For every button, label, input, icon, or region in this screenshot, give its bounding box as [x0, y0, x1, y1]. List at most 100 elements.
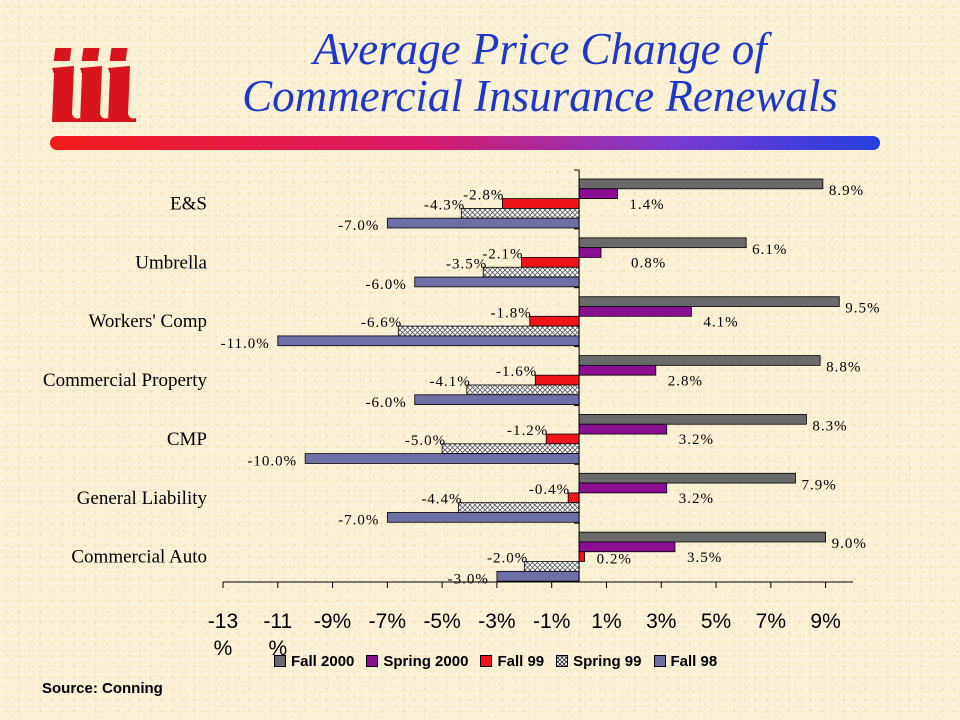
legend-item: Fall 2000	[274, 653, 354, 670]
bar-fall-98	[414, 276, 580, 288]
category-label: Commercial Property	[43, 370, 208, 391]
bar-fall-99	[529, 315, 580, 327]
bar-fall-99	[545, 433, 580, 445]
legend-label: Spring 99	[573, 652, 642, 670]
data-label: -1.2%	[507, 423, 548, 439]
bar-spring-2000	[578, 247, 602, 258]
x-tick-label: -1%	[533, 610, 570, 633]
data-label: 0.8%	[631, 256, 666, 272]
bar-spring-99	[458, 502, 580, 513]
data-label: -7.0%	[338, 218, 379, 234]
x-tick-label: -3%	[478, 610, 515, 633]
legend-label: Fall 99	[497, 652, 545, 670]
data-label: -7.0%	[338, 512, 379, 528]
data-label: 7.9%	[801, 477, 836, 493]
data-label: -3.0%	[448, 571, 489, 587]
legend-item: Fall 98	[653, 652, 718, 670]
category-label: CMP	[167, 429, 207, 450]
data-label: 8.8%	[826, 360, 861, 376]
x-tick-label: -5%	[423, 610, 460, 633]
x-tick-label: 9%	[810, 610, 840, 633]
data-label: -11.0%	[221, 336, 270, 352]
data-label: -6.0%	[365, 395, 406, 411]
legend-swatch	[653, 655, 666, 667]
data-label: -1.8%	[491, 305, 532, 321]
legend-label: Spring 2000	[383, 652, 469, 670]
data-label: -4.4%	[421, 492, 462, 508]
chart-legend: Fall 2000 Spring 2000 Fall 99 Spring 99 Fall…	[274, 650, 729, 672]
data-label: 8.9%	[829, 183, 864, 199]
bar-spring-99	[441, 443, 580, 455]
legend-swatch	[480, 655, 493, 667]
bar-spring-99	[466, 384, 580, 396]
data-label: 2.8%	[668, 373, 703, 389]
data-label: -4.3%	[424, 197, 465, 213]
title-divider	[50, 136, 880, 150]
legend-label: Fall 2000	[291, 652, 355, 670]
x-tick-label: -9%	[314, 610, 351, 633]
x-tick-label: -13%	[208, 610, 238, 660]
data-label: 9.0%	[832, 536, 867, 552]
title-line-1: Average Price Change of	[313, 24, 767, 74]
bar-spring-99	[460, 207, 580, 219]
bar-fall-2000	[578, 472, 796, 484]
bar-spring-99	[397, 325, 580, 337]
data-label: 0.2%	[597, 552, 632, 568]
bar-fall-99	[521, 257, 580, 268]
legend-swatch	[556, 655, 569, 667]
data-label: 3.5%	[687, 550, 722, 566]
page-title: Average Price Change of Commercial Insur…	[150, 26, 930, 120]
bar-fall-2000	[578, 178, 824, 190]
x-tick-label: -7%	[369, 610, 406, 633]
logo-glyph-3	[108, 48, 136, 122]
legend-label: Fall 98	[670, 652, 718, 670]
data-label: -2.0%	[487, 551, 528, 567]
category-label: General Liability	[77, 488, 208, 509]
data-label: -0.4%	[529, 482, 570, 498]
bar-fall-99	[501, 198, 580, 209]
data-label: -1.6%	[496, 364, 537, 380]
logo-glyph-1	[52, 48, 80, 122]
data-label: -10.0%	[247, 454, 297, 470]
x-tick-label: 1%	[591, 610, 621, 633]
data-label: 8.3%	[812, 418, 847, 434]
legend-swatch	[366, 655, 379, 667]
data-label: 4.1%	[703, 315, 738, 331]
bar-fall-99	[578, 551, 585, 562]
bar-spring-2000	[578, 541, 676, 553]
bar-fall-2000	[578, 531, 827, 543]
data-label: 9.5%	[845, 301, 880, 317]
data-label: 3.2%	[679, 432, 714, 448]
bar-spring-2000	[578, 188, 618, 200]
data-label: -6.6%	[361, 315, 402, 331]
bar-spring-2000	[578, 306, 692, 317]
legend-item: Spring 99	[556, 652, 642, 670]
bar-fall-98	[304, 453, 580, 464]
bar-fall-2000	[578, 414, 807, 425]
legend-swatch	[274, 655, 286, 667]
category-label: Workers' Comp	[88, 311, 207, 332]
data-label: -5.0%	[405, 433, 446, 449]
x-tick-label: 5%	[701, 610, 731, 633]
legend-item: Spring 2000	[366, 653, 468, 670]
data-label: -2.8%	[463, 188, 504, 204]
data-label: -3.5%	[446, 256, 487, 272]
x-tick-label: 3%	[646, 610, 676, 633]
legend-item: Fall 99	[480, 653, 544, 670]
category-label: E&S	[170, 194, 207, 215]
data-label: -2.1%	[482, 246, 523, 262]
bar-fall-99	[534, 374, 580, 386]
bar-spring-2000	[578, 482, 668, 494]
logo-glyph-2	[80, 48, 108, 122]
source-note: Source: Conning	[42, 680, 163, 697]
bar-spring-99	[482, 266, 580, 278]
bar-fall-2000	[578, 296, 840, 307]
data-label: -6.0%	[365, 277, 406, 293]
category-label: Commercial Auto	[71, 547, 207, 568]
bar-spring-99	[523, 561, 580, 572]
x-tick-label: 7%	[756, 610, 786, 633]
x-tick-label: -11%	[263, 610, 292, 660]
bar-fall-98	[386, 512, 580, 523]
bar-fall-98	[277, 335, 580, 347]
